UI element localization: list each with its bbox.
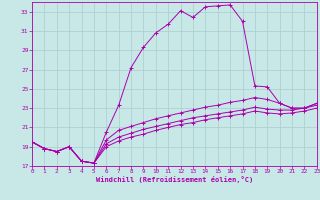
X-axis label: Windchill (Refroidissement éolien,°C): Windchill (Refroidissement éolien,°C) bbox=[96, 176, 253, 183]
